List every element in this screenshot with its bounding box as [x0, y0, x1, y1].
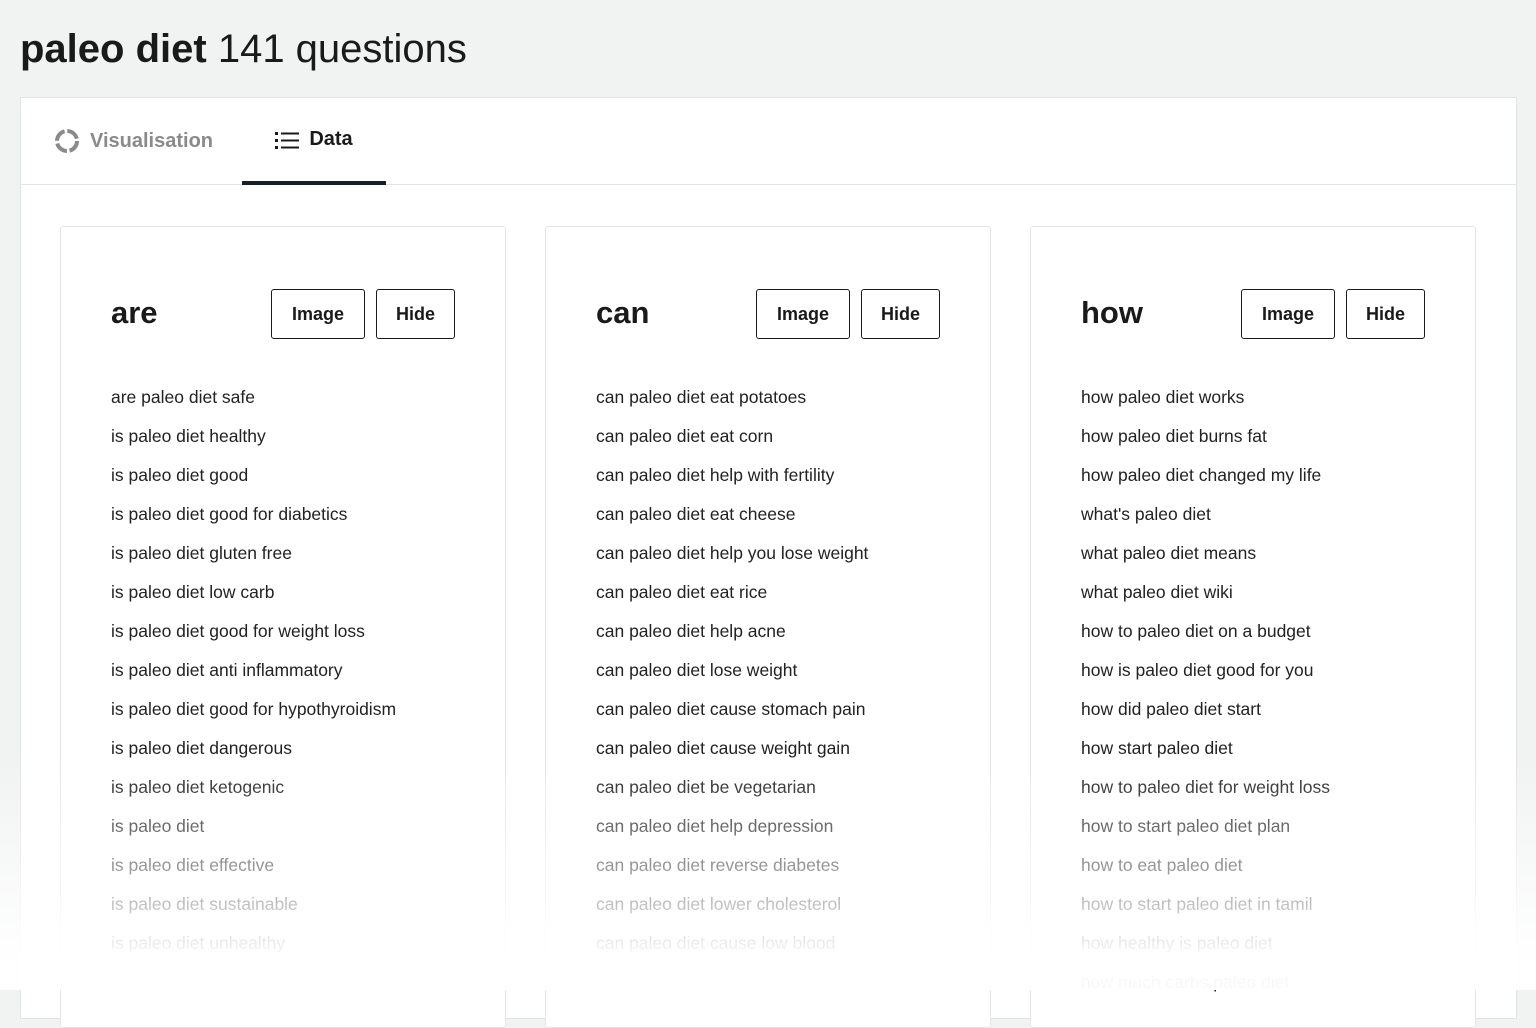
keyword: paleo diet [20, 27, 207, 71]
question-item[interactable]: can paleo diet lower cholesterol [596, 894, 842, 914]
question-item[interactable]: is paleo diet ketogenic [111, 777, 285, 797]
question-item[interactable]: how healthy is paleo diet [1081, 933, 1273, 953]
question-item[interactable]: can paleo diet cause stomach pain [596, 699, 866, 719]
question-item[interactable]: is paleo diet good [111, 465, 249, 485]
image-button[interactable]: Image [756, 289, 850, 339]
question-item[interactable]: can paleo diet eat rice [596, 582, 768, 602]
question-item[interactable]: can paleo diet eat potatoes [596, 387, 807, 407]
question-item[interactable]: is paleo diet anti inflammatory [111, 660, 343, 680]
card-heading: how [1081, 295, 1143, 330]
question-item[interactable]: is paleo diet effective [111, 855, 275, 875]
question-item[interactable]: can paleo diet eat cheese [596, 504, 796, 524]
card-heading: can [596, 295, 650, 330]
hide-button[interactable]: Hide [861, 289, 940, 339]
question-item[interactable]: what paleo diet wiki [1081, 582, 1233, 602]
question-item[interactable]: how did paleo diet start [1081, 699, 1261, 719]
question-list: are paleo diet safe is paleo diet healthy… [111, 383, 411, 968]
question-item[interactable]: how much carbs paleo diet [1081, 972, 1290, 992]
hide-button[interactable]: Hide [376, 289, 455, 339]
question-item[interactable]: can paleo diet eat corn [596, 426, 774, 446]
question-item[interactable]: is paleo diet unhealthy [111, 933, 286, 953]
question-item[interactable]: how paleo diet changed my life [1081, 465, 1322, 485]
question-item[interactable]: what paleo diet means [1081, 543, 1257, 563]
question-item[interactable]: can paleo diet lose weight [596, 660, 798, 680]
question-card-are: are Image Hide are paleo diet safe is pale… [60, 226, 506, 1028]
tab-label: Data [309, 128, 353, 150]
image-button[interactable]: Image [1241, 289, 1335, 339]
tab-label: Visualisation [90, 129, 214, 152]
question-item[interactable]: is paleo diet sustainable [111, 894, 298, 914]
question-item[interactable]: can paleo diet help acne [596, 621, 786, 641]
question-item[interactable]: how to paleo diet for weight loss [1081, 777, 1331, 797]
circle-segments-icon [55, 129, 79, 153]
question-item[interactable]: is paleo diet dangerous [111, 738, 292, 758]
question-item[interactable]: how to eat paleo diet [1081, 855, 1243, 875]
question-item[interactable]: is paleo diet low carb [111, 582, 275, 602]
question-item[interactable]: how is paleo diet good for you [1081, 660, 1314, 680]
question-item[interactable]: can paleo diet help depression [596, 816, 834, 836]
tab-bar: Visualisation Data [21, 98, 1516, 185]
question-item[interactable]: how to paleo diet on a budget [1081, 621, 1311, 641]
question-item[interactable]: how paleo diet works [1081, 387, 1245, 407]
question-count: 141 questions [217, 27, 467, 71]
question-item[interactable]: is paleo diet healthy [111, 426, 266, 446]
question-item[interactable]: can paleo diet help with fertility [596, 465, 835, 485]
question-item[interactable]: is paleo diet gluten free [111, 543, 292, 563]
question-item[interactable]: is paleo diet good for weight loss [111, 621, 365, 641]
question-item[interactable]: can paleo diet cause weight gain [596, 738, 850, 758]
question-item[interactable]: is paleo diet good for hypothyroidism [111, 699, 397, 719]
question-card-can: can Image Hide can paleo diet eat potatoe… [545, 226, 991, 1028]
question-item[interactable]: is paleo diet [111, 816, 205, 836]
question-item[interactable]: how paleo diet burns fat [1081, 426, 1267, 446]
question-item[interactable]: how to start paleo diet in tamil [1081, 894, 1313, 914]
tab-visualisation[interactable]: Visualisation [54, 98, 213, 184]
tab-data[interactable]: Data [242, 98, 386, 185]
page-title: paleo diet 141 questions [20, 24, 467, 74]
question-item[interactable]: can paleo diet help you lose weight [596, 543, 869, 563]
question-list: how paleo diet works how paleo diet burns… [1081, 383, 1381, 1007]
question-item[interactable]: how to start paleo diet plan [1081, 816, 1291, 836]
question-item[interactable]: is paleo diet good for diabetics [111, 504, 348, 524]
question-item[interactable]: how start paleo diet [1081, 738, 1233, 758]
card-heading: are [111, 295, 158, 330]
image-button[interactable]: Image [271, 289, 365, 339]
question-list: can paleo diet eat potatoes can paleo die… [596, 383, 896, 968]
question-card-how: how Image Hide how paleo diet works how pa… [1030, 226, 1476, 1028]
list-icon [275, 131, 300, 149]
question-item[interactable]: can paleo diet reverse diabetes [596, 855, 840, 875]
hide-button[interactable]: Hide [1346, 289, 1425, 339]
question-item[interactable]: can paleo diet cause low blood [596, 933, 836, 953]
question-item[interactable]: what's paleo diet [1081, 504, 1211, 524]
question-item[interactable]: can paleo diet be vegetarian [596, 777, 816, 797]
question-item[interactable]: are paleo diet safe [111, 387, 255, 407]
